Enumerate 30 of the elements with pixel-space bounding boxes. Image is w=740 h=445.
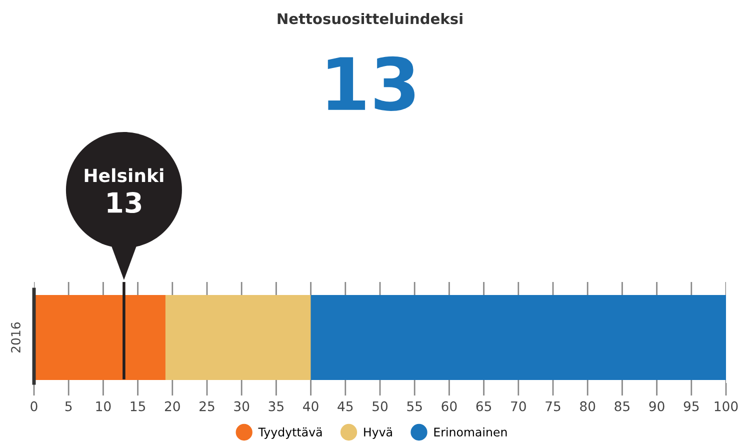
x-tick-label: 85 <box>614 401 630 412</box>
x-tick-label: 80 <box>580 401 596 412</box>
x-tick-label: 30 <box>234 401 250 412</box>
x-tick-label: 15 <box>130 401 146 412</box>
x-tick-label: 95 <box>684 401 699 412</box>
x-tick-label: 10 <box>96 401 111 412</box>
x-tick-label: 100 <box>714 401 738 412</box>
x-tick-label: 40 <box>303 401 318 412</box>
x-tick-label: 35 <box>268 401 284 412</box>
legend-label: Hyvä <box>364 427 392 439</box>
y-tick-label: 2016 <box>11 322 20 352</box>
x-tick-label: 5 <box>65 401 72 412</box>
chart-title: Nettosuositteluindeksi <box>278 12 462 24</box>
chart-subtitle: 13 <box>328 56 415 111</box>
bar <box>165 295 311 380</box>
legend-label: Erinomainen <box>434 427 507 437</box>
x-tick-label: 70 <box>511 401 526 412</box>
ref-line-label: Helsinki 13 <box>84 168 164 214</box>
x-tick-label: 20 <box>164 401 180 412</box>
x-tick-label: 45 <box>338 401 353 412</box>
x-tick-label: 75 <box>546 401 560 412</box>
legend-label: Tyydyttävä <box>258 427 322 439</box>
x-tick-label: 25 <box>200 401 214 412</box>
x-tick-label: 60 <box>442 401 457 412</box>
x-tick-label: 65 <box>476 401 492 412</box>
bar <box>34 295 166 380</box>
x-tick-label: 90 <box>649 401 664 412</box>
x-tick-label: 0 <box>30 401 38 412</box>
x-tick-label: 55 <box>407 401 422 412</box>
x-tick-label: 50 <box>372 401 388 412</box>
